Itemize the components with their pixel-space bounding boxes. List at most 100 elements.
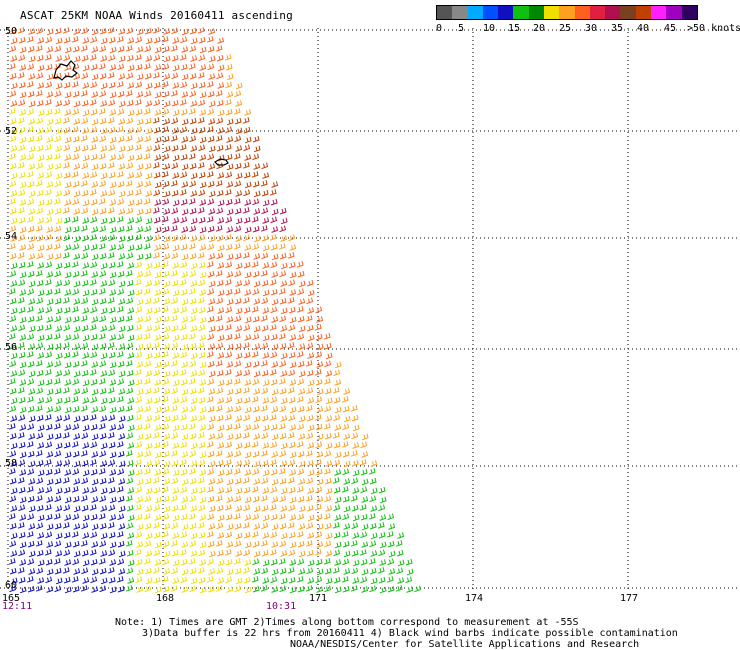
- wind-barb: [279, 567, 287, 575]
- wind-barb: [225, 378, 233, 386]
- wind-barb: [80, 135, 88, 142]
- wind-barb: [36, 297, 44, 305]
- wind-barb: [305, 360, 313, 367]
- wind-barb: [36, 369, 44, 377]
- wind-barb: [117, 198, 125, 206]
- wind-barb: [188, 423, 196, 430]
- wind-barb: [37, 397, 45, 404]
- wind-barb: [81, 54, 89, 62]
- wind-barb: [234, 450, 242, 458]
- wind-barb: [190, 487, 198, 495]
- wind-barb: [107, 252, 115, 259]
- wind-barb: [64, 514, 72, 521]
- wind-barb: [324, 387, 332, 395]
- wind-barb: [198, 279, 206, 287]
- wind-barb: [306, 459, 314, 467]
- wind-barb: [10, 217, 18, 225]
- wind-barb: [279, 270, 287, 278]
- wind-barb: [197, 477, 205, 484]
- wind-barb: [73, 478, 81, 485]
- wind-barb: [109, 271, 117, 279]
- wind-barb: [27, 333, 35, 341]
- wind-barb: [117, 288, 125, 296]
- wind-barb: [234, 405, 242, 413]
- wind-barb: [224, 54, 232, 61]
- wind-barb: [135, 396, 143, 404]
- wind-barb: [361, 568, 369, 576]
- wind-barb: [262, 487, 270, 494]
- wind-barb: [181, 253, 189, 261]
- wind-barb: [207, 225, 215, 233]
- wind-barb: [54, 432, 62, 440]
- wind-barb: [316, 406, 324, 413]
- wind-barb: [100, 550, 108, 557]
- wind-barb: [198, 306, 206, 314]
- wind-barb: [136, 388, 144, 396]
- wind-barb: [81, 477, 89, 485]
- wind-barb: [154, 541, 162, 549]
- wind-barb: [208, 433, 216, 440]
- wind-barb: [351, 459, 359, 467]
- wind-barb: [107, 477, 115, 484]
- wind-barb: [135, 216, 143, 224]
- wind-barb: [8, 378, 16, 385]
- wind-barb: [342, 513, 350, 521]
- wind-barb: [271, 226, 279, 233]
- wind-barb: [181, 568, 189, 576]
- wind-barb: [36, 144, 44, 152]
- wind-barb: [217, 217, 225, 224]
- wind-barb: [199, 496, 207, 504]
- wind-barb: [91, 478, 99, 486]
- wind-barb: [180, 243, 188, 251]
- wind-barb: [100, 172, 108, 180]
- wind-barb: [17, 432, 25, 439]
- legend-swatch: [528, 6, 544, 19]
- wind-barb: [225, 513, 233, 521]
- wind-barb: [216, 324, 224, 332]
- wind-barb: [99, 45, 107, 53]
- wind-barb: [28, 343, 36, 350]
- wind-barb: [81, 144, 89, 152]
- wind-barb: [243, 441, 251, 449]
- wind-barb: [199, 316, 207, 324]
- wind-barb: [145, 487, 153, 495]
- wind-barb: [45, 486, 53, 494]
- wind-barb: [189, 477, 197, 485]
- wind-barb: [198, 549, 206, 557]
- wind-barb: [260, 315, 268, 322]
- wind-barb: [99, 585, 107, 593]
- wind-barb: [80, 495, 88, 502]
- wind-barb: [163, 280, 171, 288]
- wind-barb: [307, 487, 315, 494]
- wind-barb: [262, 307, 270, 314]
- wind-barb: [334, 451, 342, 459]
- wind-barb: [55, 352, 63, 360]
- wind-barb: [17, 387, 25, 394]
- wind-barb: [73, 550, 81, 558]
- wind-barb: [206, 441, 214, 448]
- wind-barb: [45, 306, 53, 314]
- wind-barb: [279, 225, 287, 233]
- wind-barb: [226, 298, 234, 306]
- wind-barb: [163, 325, 171, 333]
- wind-barb: [235, 100, 243, 107]
- wind-barb: [35, 360, 43, 367]
- wind-barb: [63, 81, 71, 89]
- wind-barb: [45, 513, 53, 521]
- wind-barb: [171, 72, 179, 80]
- wind-barb: [163, 100, 171, 108]
- wind-barb: [91, 253, 99, 261]
- wind-barb: [136, 433, 144, 441]
- wind-barb: [197, 567, 205, 574]
- wind-barb: [270, 216, 278, 224]
- wind-barb: [198, 486, 206, 494]
- wind-barb: [99, 567, 107, 575]
- wind-barb: [90, 423, 98, 431]
- wind-barb: [197, 207, 205, 214]
- wind-barb: [287, 297, 295, 304]
- wind-barb: [163, 343, 171, 350]
- wind-barb: [126, 297, 134, 305]
- wind-barb: [260, 405, 268, 412]
- wind-barb: [91, 496, 99, 503]
- wind-barb: [143, 378, 151, 385]
